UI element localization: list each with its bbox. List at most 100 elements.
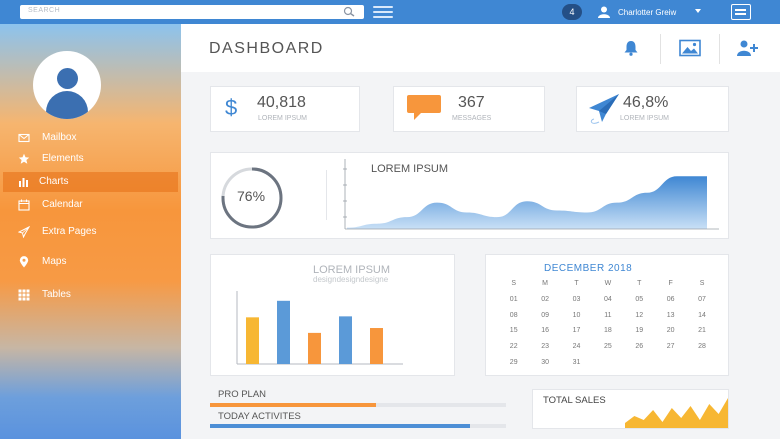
calendar-weekday: S — [699, 280, 705, 287]
bar — [370, 328, 383, 364]
calendar-day[interactable]: 10 — [572, 311, 581, 319]
calendar-day[interactable]: 13 — [666, 311, 675, 319]
calendar-day[interactable]: 27 — [666, 343, 675, 351]
calendar-day[interactable]: 09 — [541, 311, 549, 319]
calendar-day[interactable]: 18 — [603, 327, 612, 335]
sidebar-item-tables[interactable]: Tables — [0, 285, 181, 305]
calendar-weekday: T — [574, 280, 579, 287]
calendar-day[interactable]: 30 — [541, 358, 549, 366]
search-input[interactable]: SEARCH — [20, 5, 364, 19]
stat-card-messages: 367 MESSAGES — [393, 86, 545, 132]
calendar-day[interactable]: 05 — [635, 295, 644, 303]
top-bar: SEARCH 4 Charlotter Greiw — [0, 0, 780, 24]
stat-value: 367 — [458, 94, 485, 111]
bell-icon[interactable] — [622, 39, 640, 57]
calendar-day[interactable]: 06 — [666, 295, 675, 303]
calendar-day[interactable]: 20 — [666, 327, 675, 335]
stat-label: LOREM IPSUM — [620, 115, 670, 122]
sidebar-item-maps[interactable]: Maps — [0, 252, 181, 272]
map-pin-icon — [19, 256, 29, 268]
add-user-icon[interactable] — [736, 39, 760, 57]
calendar-day[interactable]: 04 — [603, 295, 612, 303]
sidebar-item-label: Tables — [42, 289, 71, 300]
calendar-day[interactable]: 14 — [698, 311, 706, 319]
calendar-day — [592, 359, 623, 375]
sidebar-item-label: Extra Pages — [42, 226, 97, 237]
calendar-day[interactable]: 28 — [698, 343, 706, 351]
percent-ring-arc — [221, 167, 283, 229]
star-icon — [18, 153, 30, 164]
calendar-day[interactable]: 26 — [635, 343, 644, 351]
sidebar-item-mailbox[interactable]: Mailbox — [0, 128, 181, 148]
sidebar-item-extra-pages[interactable]: Extra Pages — [0, 222, 181, 242]
calendar-day[interactable]: 07 — [698, 295, 706, 303]
total-sales-card: TOTAL SALES — [532, 389, 729, 429]
calendar-card: DECEMBER 2018 S M T W T F S 01 02 03 04 05 06 07 08 09 1… — [485, 254, 729, 376]
calendar-day[interactable]: 12 — [635, 311, 644, 319]
calendar-day[interactable]: 19 — [635, 327, 644, 335]
page-header: DASHBOARD — [181, 24, 780, 72]
calendar-week-row: 08 09 10 11 12 13 14 — [498, 312, 720, 328]
sidebar: Mailbox Elements Charts Calendar Extra P… — [0, 24, 181, 439]
calendar-day[interactable]: 24 — [572, 343, 581, 351]
percent-ring — [221, 167, 283, 229]
sidebar-item-label: Mailbox — [42, 132, 77, 143]
calendar-day[interactable]: 08 — [509, 311, 518, 319]
calendar-day[interactable]: 11 — [604, 311, 612, 319]
progress-label-pro-plan: PRO PLAN — [218, 389, 267, 400]
calendar-weekday: M — [542, 280, 548, 287]
sidebar-item-elements[interactable]: Elements — [0, 149, 181, 169]
avatar[interactable] — [33, 51, 101, 119]
chat-icon — [407, 95, 441, 120]
bar-chart — [236, 291, 403, 365]
progress-bar-today-activites — [210, 424, 506, 428]
calendar-day — [655, 359, 686, 375]
calendar-day[interactable]: 15 — [509, 327, 518, 335]
calendar-weekday: T — [637, 280, 642, 287]
calendar-day[interactable]: 21 — [698, 327, 706, 335]
calendar-day[interactable]: 25 — [603, 343, 612, 351]
bar-chart-subtitle: designdesigndesigne — [313, 275, 389, 284]
stat-label: MESSAGES — [452, 115, 492, 122]
message-icon[interactable] — [731, 4, 751, 20]
calendar-weekday: W — [604, 280, 612, 287]
chevron-down-icon[interactable] — [695, 9, 701, 13]
percent-value: 76% — [237, 188, 266, 204]
calendar-day[interactable]: 03 — [572, 295, 581, 303]
menu-icon[interactable] — [373, 6, 393, 18]
sales-series — [625, 398, 728, 428]
area-chart-card: 76% LOREM IPSUM — [210, 152, 729, 239]
sidebar-item-calendar[interactable]: Calendar — [0, 195, 181, 215]
calendar-grid: S M T W T F S 01 02 03 04 05 06 07 08 09 10 11 12 13 14 15 16 1… — [498, 280, 720, 375]
stat-card-rate: 46,8% LOREM IPSUM — [576, 86, 729, 132]
sidebar-item-charts[interactable]: Charts — [3, 172, 178, 192]
progress-fill — [210, 403, 376, 407]
stat-label: LOREM IPSUM — [258, 115, 308, 122]
stat-value: 46,8% — [623, 94, 669, 111]
calendar-icon — [18, 199, 30, 211]
search-icon[interactable] — [342, 6, 356, 17]
user-icon — [598, 6, 610, 18]
user-name[interactable]: Charlotter Greiw — [618, 8, 677, 17]
calendar-day[interactable]: 16 — [541, 327, 549, 335]
calendar-day[interactable]: 31 — [572, 358, 581, 366]
notification-badge[interactable]: 4 — [562, 4, 582, 20]
calendar-day[interactable]: 17 — [572, 327, 581, 335]
grid-icon — [18, 289, 30, 301]
calendar-day[interactable]: 02 — [541, 295, 549, 303]
bar-chart-icon — [19, 178, 28, 187]
area-series — [347, 176, 707, 229]
search-placeholder: SEARCH — [28, 7, 61, 14]
calendar-day[interactable]: 01 — [509, 295, 518, 303]
calendar-weekday: F — [668, 280, 673, 287]
area-chart — [343, 159, 719, 230]
calendar-day — [686, 359, 717, 375]
dollar-icon: $ — [225, 95, 237, 120]
image-icon[interactable] — [679, 39, 701, 57]
calendar-day[interactable]: 29 — [509, 358, 518, 366]
page-title: DASHBOARD — [209, 40, 324, 57]
calendar-week-row: 01 02 03 04 05 06 07 — [498, 296, 720, 312]
bar-chart-title: LOREM IPSUM — [313, 264, 391, 276]
calendar-day[interactable]: 23 — [541, 343, 549, 351]
calendar-day[interactable]: 22 — [509, 343, 518, 351]
